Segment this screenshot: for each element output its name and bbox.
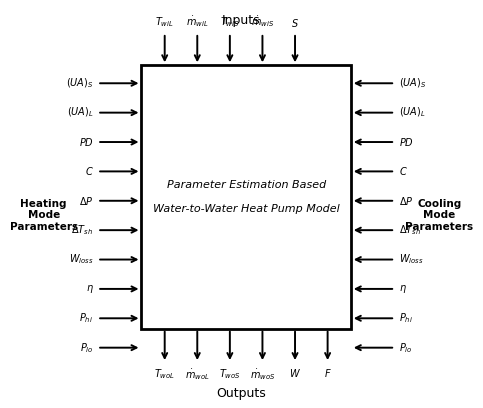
- Text: $\eta$: $\eta$: [399, 283, 407, 295]
- Text: $T_{woL}$: $T_{woL}$: [154, 367, 175, 381]
- Text: $P_{lo}$: $P_{lo}$: [80, 341, 94, 355]
- Text: Inputs: Inputs: [222, 14, 261, 27]
- Text: $\Delta T_{sh}$: $\Delta T_{sh}$: [71, 223, 94, 237]
- Text: $F$: $F$: [324, 367, 331, 379]
- Text: Outputs: Outputs: [216, 387, 267, 400]
- Text: $\dot{m}_{wiS}$: $\dot{m}_{wiS}$: [251, 14, 274, 29]
- Text: $W_{loss}$: $W_{loss}$: [399, 253, 424, 266]
- Text: $(UA)_L$: $(UA)_L$: [67, 106, 94, 120]
- Text: $\Delta P$: $\Delta P$: [79, 195, 94, 207]
- Text: $P_{hi}$: $P_{hi}$: [79, 311, 94, 325]
- Text: $(UA)_L$: $(UA)_L$: [399, 106, 426, 120]
- Text: $C$: $C$: [399, 165, 408, 177]
- Text: $\Delta P$: $\Delta P$: [399, 195, 413, 207]
- Bar: [142, 65, 351, 329]
- Text: $T_{wiS}$: $T_{wiS}$: [220, 15, 240, 29]
- Text: $\dot{m}_{woS}$: $\dot{m}_{woS}$: [250, 367, 275, 382]
- Text: $S$: $S$: [291, 17, 299, 29]
- Text: $\eta$: $\eta$: [85, 283, 94, 295]
- Text: $P_{hi}$: $P_{hi}$: [399, 311, 413, 325]
- Text: $P_{lo}$: $P_{lo}$: [399, 341, 412, 355]
- Text: $T_{woS}$: $T_{woS}$: [219, 367, 241, 381]
- Text: $\dot{m}_{wiL}$: $\dot{m}_{wiL}$: [186, 14, 209, 29]
- Text: $\Delta T_{sh}$: $\Delta T_{sh}$: [399, 223, 421, 237]
- Text: $T_{wiL}$: $T_{wiL}$: [156, 15, 174, 29]
- Text: Parameter Estimation Based: Parameter Estimation Based: [167, 180, 326, 190]
- Text: $\dot{m}_{woL}$: $\dot{m}_{woL}$: [185, 367, 210, 382]
- Text: $(UA)_S$: $(UA)_S$: [66, 76, 94, 90]
- Text: $C$: $C$: [85, 165, 94, 177]
- Text: $PD$: $PD$: [79, 136, 94, 148]
- Text: Heating
Mode
Parameters: Heating Mode Parameters: [10, 199, 78, 232]
- Text: $(UA)_S$: $(UA)_S$: [399, 76, 426, 90]
- Text: Cooling
Mode
Parameters: Cooling Mode Parameters: [405, 199, 473, 232]
- Text: Water-to-Water Heat Pump Model: Water-to-Water Heat Pump Model: [153, 204, 340, 214]
- Text: $W$: $W$: [289, 367, 301, 379]
- Text: $PD$: $PD$: [399, 136, 414, 148]
- Text: $W_{loss}$: $W_{loss}$: [69, 253, 94, 266]
